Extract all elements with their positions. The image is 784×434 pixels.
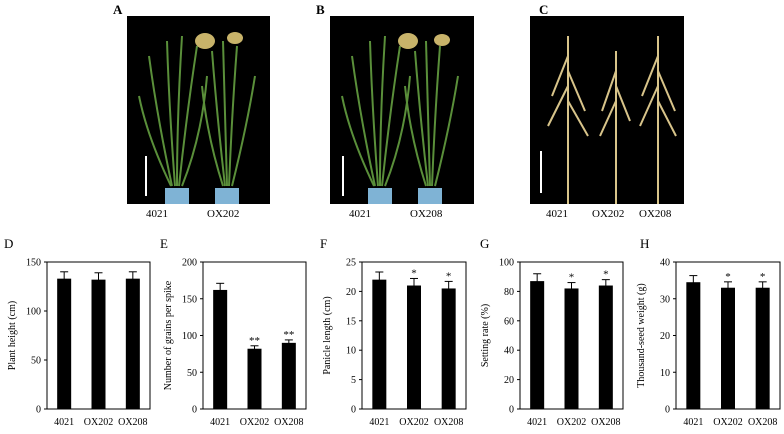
rice-plant-illustration-a xyxy=(138,32,256,204)
rice-plant-photo-a xyxy=(127,16,270,204)
chart-f-ylabel: Panicle length (cm) xyxy=(322,296,333,374)
chart-h-xtick-label: OX202 xyxy=(713,417,742,428)
chart-f-bar xyxy=(407,285,421,409)
rice-plant-illustration-b xyxy=(341,33,459,204)
chart-f-bar xyxy=(372,279,387,409)
chart-f-ytick-label: 25 xyxy=(346,258,356,269)
chart-e-bar xyxy=(247,348,262,409)
panel-letter-b: B xyxy=(316,2,325,17)
chart-h-bar xyxy=(755,287,770,409)
chart-e-ytick-label: 200 xyxy=(182,258,197,269)
chart-g-xtick-label: OX202 xyxy=(557,417,586,428)
chart-f-ytick-label: 15 xyxy=(346,316,356,327)
chart-e-ylabel: Number of grains per spike xyxy=(163,280,174,390)
chart-f-bar xyxy=(441,288,456,409)
panel-letter-g: G xyxy=(480,236,489,251)
chart-h-bar xyxy=(721,287,735,409)
panicle-illustration-c xyxy=(540,36,677,204)
chart-g-significance-label: * xyxy=(569,272,575,284)
chart-h-significance-label: * xyxy=(725,271,731,283)
chart-g-xtick-label: 4021 xyxy=(527,417,547,428)
chart-d-xtick-label: OX208 xyxy=(118,417,147,428)
chart-e-bar xyxy=(213,289,228,409)
chart-h-significance-label: * xyxy=(760,271,766,283)
chart-h-ytick-label: 40 xyxy=(660,258,670,269)
chart-g-significance-label: * xyxy=(603,269,609,281)
chart-h-xtick-label: 4021 xyxy=(683,417,703,428)
panel-letter-c: C xyxy=(539,2,549,17)
chart-f-xtick-label: 4021 xyxy=(369,417,389,428)
chart-e-xtick-label: OX208 xyxy=(274,417,303,428)
photo-b-label-1: 4021 xyxy=(349,208,371,220)
chart-f-xtick-label: OX202 xyxy=(399,417,428,428)
chart-e-significance-label: ** xyxy=(249,335,260,347)
chart-e-bar xyxy=(281,342,296,409)
chart-h-ytick-label: 20 xyxy=(660,331,670,342)
chart-h-ylabel: Thousand-seed weight (g) xyxy=(636,283,647,387)
chart-h-ytick-label: 30 xyxy=(660,294,670,305)
photo-a-label-2: OX202 xyxy=(207,208,240,220)
chart-f-ytick-label: 10 xyxy=(346,346,356,357)
chart-e-ytick-label: 50 xyxy=(187,368,197,379)
panel-letter-e: E xyxy=(160,236,168,251)
chart-e-xtick-label: 4021 xyxy=(210,417,230,428)
panel-letter-h: H xyxy=(640,236,649,251)
chart-g-bar xyxy=(564,288,579,409)
panel-letter-d: D xyxy=(4,236,13,251)
chart-d-ytick-label: 0 xyxy=(36,405,41,416)
chart-e-ytick-label: 100 xyxy=(182,331,197,342)
panel-letter-a: A xyxy=(113,2,123,17)
chart-d-bar xyxy=(57,278,72,409)
chart-d-bar xyxy=(125,278,140,409)
chart-d-xtick-label: 4021 xyxy=(54,417,74,428)
chart-g-xtick-label: OX208 xyxy=(591,417,620,428)
chart-f-ytick-label: 5 xyxy=(351,375,356,386)
chart-f-significance-label: * xyxy=(411,267,417,279)
photo-c-label-1: 4021 xyxy=(546,208,568,220)
chart-g-ytick-label: 20 xyxy=(504,375,514,386)
chart-d-ytick-label: 50 xyxy=(31,356,41,367)
chart-g-bar xyxy=(598,285,613,409)
panicle-photo-c xyxy=(530,16,684,204)
chart-g-ylabel: Setting rate (%) xyxy=(480,304,491,367)
chart-d-xtick-label: OX202 xyxy=(84,417,113,428)
chart-g-ytick-label: 40 xyxy=(504,346,514,357)
chart-h-xtick-label: OX208 xyxy=(748,417,777,428)
chart-f-xtick-label: OX208 xyxy=(434,417,463,428)
chart-g-ytick-label: 100 xyxy=(499,258,514,269)
photo-c-label-3: OX208 xyxy=(639,208,672,220)
chart-g-bar xyxy=(530,281,545,409)
chart-f-ytick-label: 0 xyxy=(351,405,356,416)
chart-h-ytick-label: 10 xyxy=(660,368,670,379)
chart-g-ytick-label: 0 xyxy=(509,405,514,416)
chart-e-ytick-label: 150 xyxy=(182,294,197,305)
chart-g-ytick-label: 80 xyxy=(504,287,514,298)
chart-h-bar xyxy=(686,282,701,409)
chart-d-ytick-label: 150 xyxy=(26,258,41,269)
panel-letter-f: F xyxy=(320,236,327,251)
chart-h-ytick-label: 0 xyxy=(665,405,670,416)
chart-d-bar xyxy=(91,279,106,409)
chart-e-significance-label: ** xyxy=(283,329,294,341)
chart-d-ytick-label: 100 xyxy=(26,307,41,318)
chart-g-ytick-label: 60 xyxy=(504,316,514,327)
photo-a-label-1: 4021 xyxy=(146,208,168,220)
photo-b-label-2: OX208 xyxy=(410,208,443,220)
chart-f-significance-label: * xyxy=(446,270,452,282)
rice-plant-photo-b xyxy=(330,16,474,204)
chart-d-ylabel: Plant height (cm) xyxy=(7,301,18,370)
chart-e-ytick-label: 0 xyxy=(192,405,197,416)
chart-e-xtick-label: OX202 xyxy=(240,417,269,428)
photo-c-label-2: OX202 xyxy=(592,208,625,220)
chart-f-ytick-label: 20 xyxy=(346,287,356,298)
